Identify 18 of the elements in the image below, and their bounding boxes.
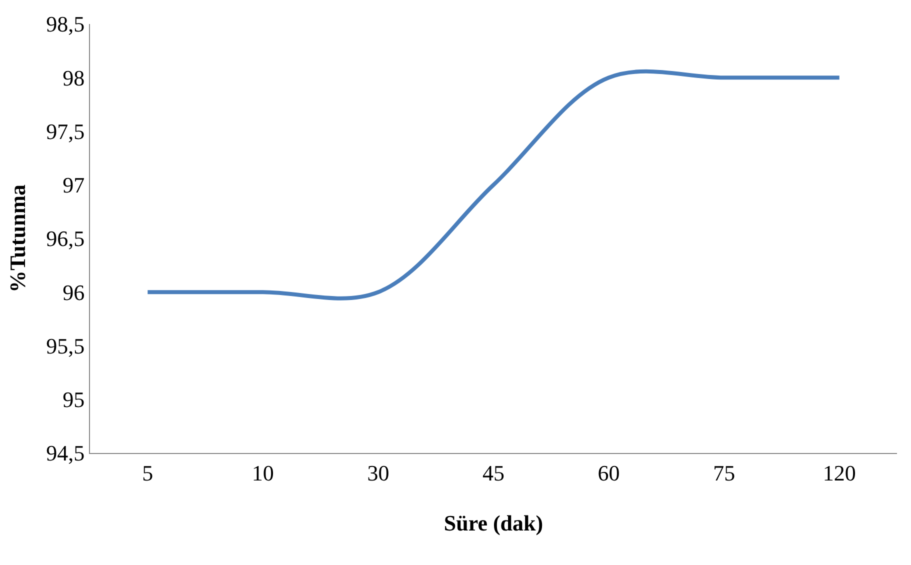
y-tick-label: 97,5 xyxy=(46,118,85,144)
x-tick-label: 5 xyxy=(142,460,154,486)
y-tick-label: 95,5 xyxy=(46,333,85,358)
x-tick-label: 45 xyxy=(482,460,504,486)
x-tick-label: 10 xyxy=(252,460,274,486)
x-tick-label: 75 xyxy=(713,460,736,486)
y-tick-label: 96,5 xyxy=(46,226,85,252)
y-tick-label: 95 xyxy=(62,387,85,412)
y-axis-title: %Tutunma xyxy=(4,184,30,293)
x-axis-title: Süre (dak) xyxy=(444,510,544,536)
x-tick-label: 30 xyxy=(367,460,390,486)
y-tick-label: 96 xyxy=(62,280,85,305)
x-tick-label: 60 xyxy=(598,460,620,486)
y-tick-label: 98 xyxy=(62,65,85,90)
x-tick-label: 120 xyxy=(822,460,856,486)
y-tick-label: 98,5 xyxy=(46,12,85,37)
y-tick-label: 94,5 xyxy=(46,440,85,466)
y-tick-label: 97 xyxy=(62,172,85,198)
